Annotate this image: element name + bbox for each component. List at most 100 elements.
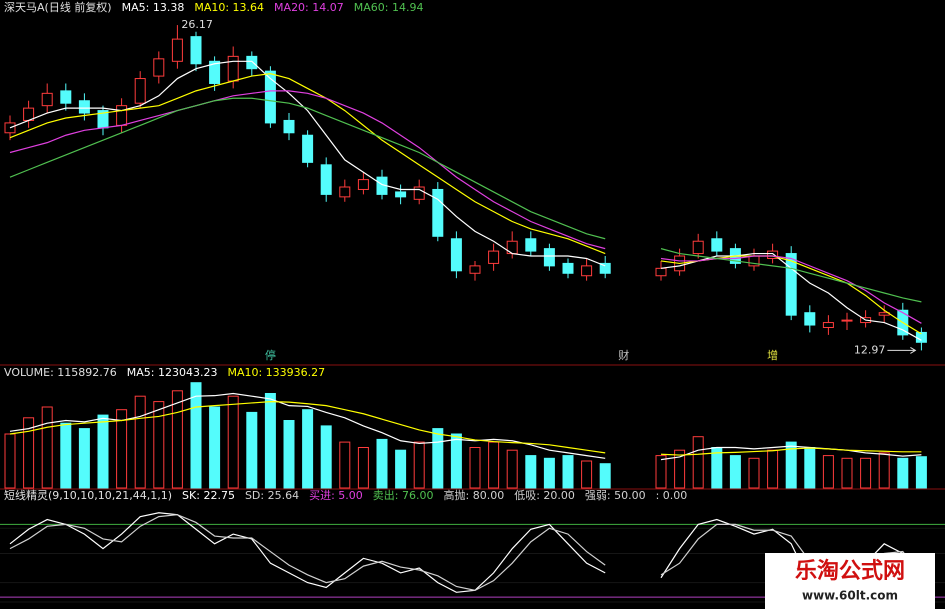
volume-bar [674, 449, 686, 489]
volume-bar [432, 428, 444, 489]
candle-body [432, 188, 444, 237]
chart-title: 短线精灵(9,10,10,10,21,44,1,1) [4, 488, 172, 502]
volume-bar [599, 463, 611, 489]
volume-bar [525, 455, 537, 489]
volume-bar [543, 457, 555, 489]
volume-bar [860, 457, 872, 489]
volume-bar [153, 401, 165, 489]
volume-bar [78, 428, 90, 489]
series-line [9, 512, 922, 593]
legend-entry: MA60: 14.94 [354, 1, 424, 14]
candle-body [78, 100, 90, 114]
candle-body [599, 262, 611, 274]
volume-bar [190, 382, 202, 489]
candle-body [190, 36, 202, 65]
event-marker: 财 [618, 348, 629, 362]
volume-bar [506, 449, 518, 489]
legend-entry: SK: 22.75 [182, 489, 235, 502]
candle-body [785, 253, 797, 316]
candle-body [246, 55, 258, 70]
series-line [9, 60, 922, 341]
volume-bar [562, 455, 574, 489]
volume-bar [209, 406, 221, 489]
volume-bar [841, 457, 853, 489]
series-line [9, 400, 922, 456]
volume-bar [395, 449, 407, 489]
volume-bar [171, 390, 183, 489]
candle-body [283, 119, 295, 134]
volume-bar [357, 447, 369, 489]
volume-bar [915, 456, 927, 489]
candle-body [153, 58, 165, 77]
volume-bar [450, 433, 462, 489]
candle-body [562, 262, 574, 274]
series-line [9, 392, 922, 461]
level-label: 强弱: 50.00 [585, 489, 646, 502]
volume-bar [729, 455, 741, 489]
candle-body [60, 90, 72, 104]
candle-body [264, 70, 276, 124]
candle-body [357, 179, 369, 190]
volume-bar [655, 455, 667, 489]
level-label: 买进: 5.00 [309, 489, 363, 502]
watermark-title: 乐淘公式网 [795, 558, 905, 584]
volume-bar [97, 414, 109, 489]
volume-bar [227, 395, 239, 489]
volume-bar [692, 436, 704, 489]
volume-bar [767, 449, 779, 489]
legend-entry: MA5: 123043.23 [127, 366, 218, 379]
legend-entry: MA20: 14.07 [274, 1, 344, 14]
min-arrow [887, 346, 917, 354]
candle-body [302, 134, 314, 163]
volume-bar [134, 395, 146, 489]
volume-bar [283, 420, 295, 489]
candle-body [525, 238, 537, 252]
candle-body [116, 105, 128, 126]
volume-bar [488, 441, 500, 489]
candle-body [581, 265, 593, 277]
volume-bar [23, 417, 35, 489]
legend-entry: MA5: 13.38 [122, 1, 185, 14]
watermark-box [765, 553, 935, 609]
candle-body [915, 331, 927, 343]
candle-body [543, 248, 555, 267]
candle-body [413, 186, 425, 200]
min-annotation: 12.97 [854, 343, 886, 356]
volume-bar [897, 457, 909, 489]
max-annotation: 26.17 [181, 18, 213, 31]
candle-body [841, 319, 853, 322]
watermark-url: www.60lt.com [802, 589, 898, 603]
volume-bar [581, 460, 593, 489]
volume-bar [320, 425, 332, 489]
candle-body [320, 164, 332, 195]
candle-body [711, 238, 723, 252]
level-label: 低吸: 20.00 [514, 489, 575, 502]
candle-body [339, 186, 351, 198]
volume-bar [376, 438, 388, 489]
candle-body [450, 238, 462, 272]
candle-body [655, 267, 667, 277]
volume-bar [785, 441, 797, 489]
volume-bar [469, 447, 481, 489]
candle-body [209, 60, 221, 84]
volume-bar [822, 455, 834, 489]
volume-bar [302, 409, 314, 489]
candle-body [804, 312, 816, 326]
volume-bar [116, 409, 128, 489]
series-line [9, 73, 922, 335]
candle-body [395, 191, 407, 198]
event-marker: 停 [265, 348, 276, 362]
volume-bar [413, 441, 425, 489]
legend-entry: MA10: 13.64 [194, 1, 264, 14]
volume-bar [4, 433, 16, 489]
level-label: 卖出: 76.00 [373, 488, 434, 502]
candle-body [171, 38, 183, 62]
volume-bar [748, 457, 760, 489]
candle-body [692, 240, 704, 255]
volume-bar [804, 447, 816, 489]
candle-body [469, 265, 481, 274]
candle-body [488, 250, 500, 264]
legend-entry: SD: 25.64 [245, 489, 299, 502]
volume-bar [339, 441, 351, 489]
